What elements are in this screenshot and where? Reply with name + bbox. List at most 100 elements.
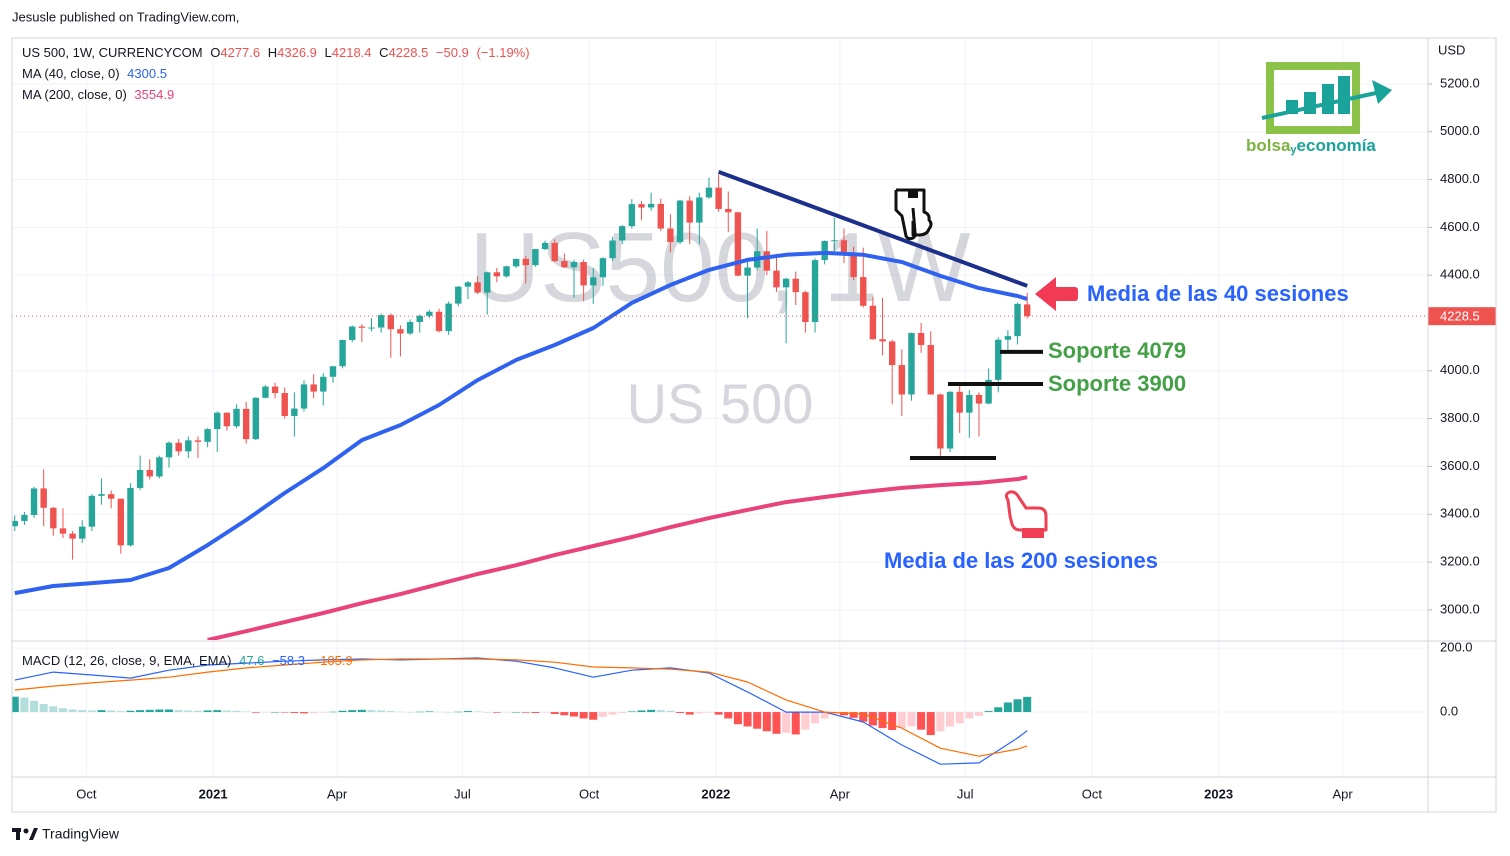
logo: bolsayeconomía [1246, 62, 1392, 156]
macd-histogram-bar [107, 710, 116, 713]
macd-histogram-bar [126, 710, 135, 713]
x-tick-label: Apr [327, 786, 348, 801]
candle-body [956, 391, 963, 413]
macd-histogram-bar [377, 710, 386, 713]
candle-body [445, 303, 452, 332]
macd-histogram-bar [348, 710, 357, 713]
macd-histogram-bar [155, 709, 164, 713]
macd-histogram-bar [589, 712, 598, 720]
macd-histogram-bar [637, 710, 646, 713]
candle-body [464, 282, 472, 287]
macd-histogram-bar [174, 710, 183, 713]
macd-histogram-bar [541, 712, 550, 713]
y-tick-label: 4800.0 [1440, 171, 1480, 186]
macd-histogram-bar [801, 712, 810, 730]
candle-body [329, 366, 337, 377]
macd-name: MACD (12, 26, close, 9, EMA, EMA) [22, 653, 232, 668]
candle-body [619, 226, 626, 241]
candle-body [136, 470, 144, 488]
arrow-head [1035, 277, 1056, 311]
macd-histogram-bar [965, 712, 974, 719]
candle-body [349, 326, 356, 340]
x-tick-label: Oct [76, 786, 97, 801]
macd-histogram-bar [406, 712, 415, 713]
frame-border [11, 37, 1497, 813]
macd-histogram-bar [984, 711, 993, 713]
ohlc-letter: O [210, 45, 220, 60]
hand-pointer [1004, 490, 1048, 538]
candle-body [927, 344, 934, 395]
macd-histogram-bar [820, 712, 829, 719]
candle-body [985, 379, 992, 404]
macd-histogram-bar [618, 712, 627, 714]
y-tick-label: 3400.0 [1440, 506, 1480, 521]
symbol: US 500, 1W, CURRENCYCOM [22, 45, 203, 60]
candle-body [69, 533, 76, 539]
annotation-icons [894, 188, 1078, 538]
y-tick-label: 4000.0 [1440, 362, 1480, 377]
macd-histogram-bar [213, 710, 222, 713]
macd-line [14, 657, 1028, 765]
macd-histogram-bar [49, 706, 58, 713]
macd-histogram-bar [772, 712, 781, 734]
publisher: Jesusle published on TradingView.com, [12, 9, 239, 24]
candle-body [802, 292, 809, 323]
candle-body [532, 249, 539, 266]
candle-body [21, 514, 28, 521]
macd-histogram-bar [319, 712, 328, 713]
macd-histogram-bar [78, 710, 87, 713]
candle-body [975, 394, 983, 404]
macd-histogram-bar [396, 711, 405, 713]
hand-cuff [1022, 528, 1044, 538]
candle-body [946, 391, 954, 449]
macd-histogram-bar [203, 710, 212, 713]
macd-histogram-bar [839, 712, 848, 716]
candle-body [657, 203, 664, 229]
candle-body [725, 208, 732, 213]
logo-part: y [1290, 144, 1297, 156]
candle-body [898, 365, 906, 395]
candle-body [561, 261, 568, 268]
frame [11, 37, 1497, 813]
logo-part: bolsa [1246, 136, 1291, 155]
candle-body [194, 440, 202, 442]
macd-histogram-bar [685, 712, 694, 715]
candle-body [242, 408, 250, 440]
candle-body [233, 408, 240, 427]
macd-histogram-bar [386, 711, 395, 713]
macd-histogram-bar [917, 712, 926, 730]
macd-histogram-bar [868, 712, 877, 726]
arrow-shaft [1052, 287, 1078, 301]
macd-histogram-bar [483, 712, 492, 713]
candle-body [869, 305, 877, 340]
candle-body [647, 203, 655, 208]
candle-body [966, 394, 973, 413]
candle-body [175, 442, 182, 452]
candle-body [185, 440, 192, 452]
macd-histogram-bar [791, 712, 800, 735]
candle-body [455, 286, 462, 304]
candle-body [88, 495, 96, 527]
candle-body [686, 200, 693, 223]
macd-histogram-bar [242, 711, 251, 713]
ma-value: 4300.5 [127, 66, 167, 81]
candle-body [214, 412, 221, 430]
last-price-label: 4228.5 [1440, 309, 1480, 324]
macd-histogram-bar [435, 711, 444, 713]
annotation: Soporte 3900 [1048, 371, 1186, 396]
candle-body [580, 262, 587, 286]
ma-name: MA (200, close, 0) [22, 87, 127, 102]
candle-body [156, 457, 163, 477]
macd-histogram-bar [676, 712, 685, 714]
ohlc-letter: H [268, 45, 277, 60]
y-tick-label: 4400.0 [1440, 267, 1480, 282]
macd-histogram-bar [116, 711, 125, 713]
symbol-legend: US 500, 1W, CURRENCYCOM O4277.6 H4326.9 … [22, 45, 530, 60]
candle-body [821, 240, 828, 261]
candle-body [628, 204, 636, 227]
y-tick-label: 3800.0 [1440, 410, 1480, 425]
candle-body [300, 384, 308, 409]
candle-body [435, 311, 443, 332]
ma-value: 3554.9 [134, 87, 174, 102]
